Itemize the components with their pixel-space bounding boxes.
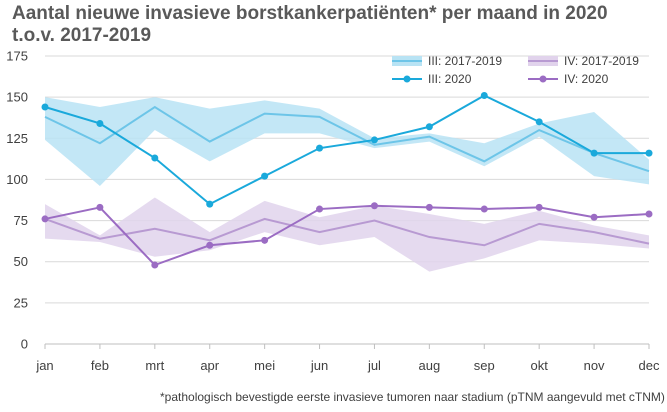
data-point: [535, 203, 543, 211]
data-point: [206, 200, 214, 208]
y-tick-label: 175: [6, 49, 28, 64]
chart-title-line-2: t.o.v. 2017-2019: [12, 25, 152, 46]
x-tick-label: mrt: [145, 358, 164, 373]
legend-label: III: 2020: [428, 72, 472, 86]
data-point: [96, 203, 104, 211]
range-band: [45, 97, 649, 187]
data-point: [316, 205, 324, 213]
x-tick-label: sep: [474, 358, 495, 373]
data-point: [96, 119, 104, 127]
data-point: [41, 103, 49, 111]
legend-swatch-marker: [403, 75, 411, 83]
y-tick-label: 150: [6, 90, 28, 105]
legend-label: III: 2017-2019: [428, 54, 502, 68]
y-tick-label: 0: [21, 337, 28, 352]
data-point: [370, 202, 378, 210]
y-tick-label: 50: [14, 254, 28, 269]
data-point: [151, 261, 159, 269]
series-line: [44, 94, 649, 206]
x-tick-label: jul: [367, 358, 381, 373]
data-point: [590, 149, 598, 157]
band-mean-line: [44, 105, 650, 173]
x-tick-label: feb: [91, 358, 109, 373]
data-point: [590, 213, 598, 221]
x-tick-label: jun: [310, 358, 328, 373]
x-tick-label: nov: [584, 358, 605, 373]
chart-title-line-1: Aantal nieuwe invasieve borstkankerpatië…: [12, 3, 608, 24]
x-tick-label: jan: [35, 358, 53, 373]
data-point: [425, 203, 433, 211]
y-tick-label: 100: [6, 172, 28, 187]
data-point: [151, 154, 159, 162]
range-band: [45, 197, 649, 272]
data-point: [261, 172, 269, 180]
legend-swatch-marker: [539, 75, 547, 83]
band-mean-line: [44, 217, 650, 247]
legend-label: IV: 2017-2019: [564, 54, 639, 68]
data-point: [425, 123, 433, 131]
y-tick-label: 75: [14, 213, 28, 228]
data-point: [206, 241, 214, 249]
data-point: [645, 149, 653, 157]
x-tick-label: aug: [419, 358, 441, 373]
data-point: [316, 144, 324, 152]
series-line: [44, 204, 650, 267]
data-point: [645, 210, 653, 218]
x-tick-label: mei: [254, 358, 275, 373]
data-point: [480, 91, 488, 99]
chart-title: Aantal nieuwe invasieve borstkankerpatië…: [12, 3, 608, 47]
y-tick-label: 125: [6, 131, 28, 146]
data-point: [261, 236, 269, 244]
data-point: [535, 118, 543, 126]
x-tick-label: dec: [639, 358, 660, 373]
chart-footnote: *pathologisch bevestigde eerste invasiev…: [160, 390, 665, 404]
data-point: [41, 215, 49, 223]
x-tick-label: okt: [531, 358, 549, 373]
y-tick-label: 25: [14, 295, 28, 310]
legend-label: IV: 2020: [564, 72, 609, 86]
x-tick-label: apr: [200, 358, 219, 373]
data-point: [480, 205, 488, 213]
data-point: [370, 136, 378, 144]
